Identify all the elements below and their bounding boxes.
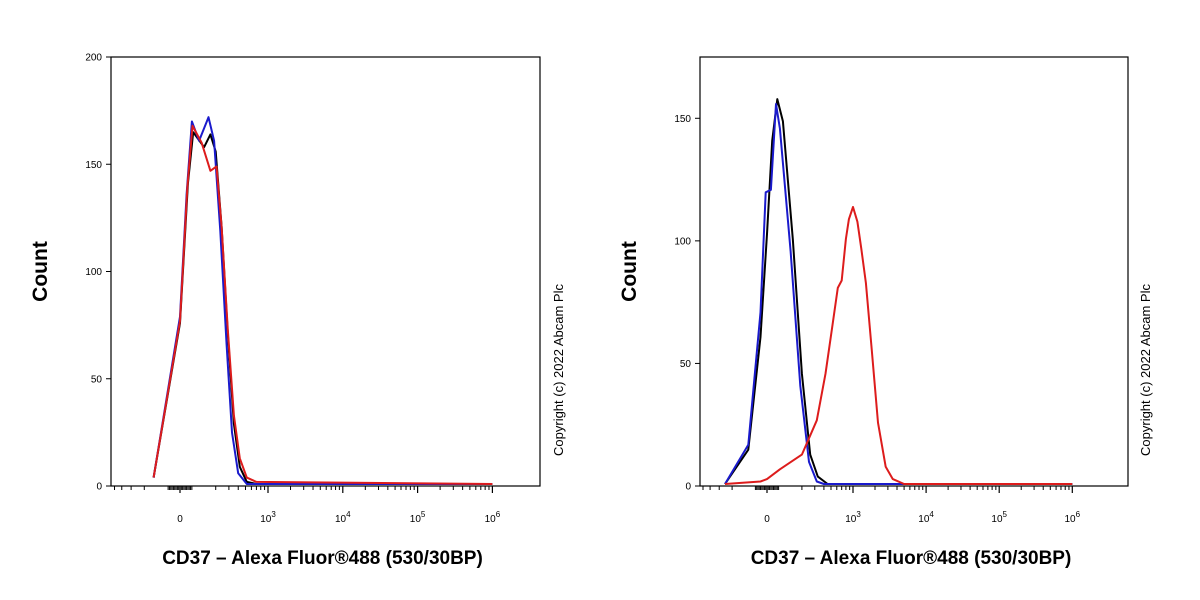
y-tick-label: 50 [680,359,692,370]
x-tick-label: 0 [764,514,770,525]
y-tick-label: 100 [674,236,691,247]
y-tick-label: 100 [85,267,102,278]
plot-frame [699,56,1129,487]
series-line-blue [724,103,1073,485]
series-line-red [724,206,1073,485]
histogram-panel-left: 0 50 100 150 200 0 103 104 105 106 Count CD37 – Ale… [29,53,566,570]
x-tick-label: 106 [485,510,501,525]
y-tick-label: 150 [674,114,691,125]
histogram-panel-right: 0 50 100 150 0 103 104 105 106 Count CD37 – Alexa … [618,56,1153,569]
series-line-black [152,131,493,485]
y-axis-label: Count [29,241,52,302]
y-tick-label: 50 [91,374,103,385]
x-axis-label: CD37 – Alexa Fluor®488 (530/30BP) [751,548,1072,569]
x-tick-label: 104 [918,510,934,525]
series-group [152,116,493,485]
x-axis-label: CD37 – Alexa Fluor®488 (530/30BP) [162,548,483,569]
x-tick-label: 103 [260,510,276,525]
plot-frame [110,56,541,487]
y-axis-label: Count [618,241,641,302]
copyright-text: Copyright (c) 2022 Abcam Plc [551,284,566,456]
copyright-text: Copyright (c) 2022 Abcam Plc [1138,284,1153,456]
x-tick-label: 106 [1065,510,1081,525]
x-tick-label: 105 [991,510,1007,525]
y-tick-label: 200 [85,53,102,64]
y-tick-label: 150 [85,160,102,171]
x-tick-label: 105 [410,510,426,525]
series-line-black [724,98,1073,485]
y-tick-label: 0 [685,482,691,493]
y-tick-label: 0 [96,482,102,493]
x-tick-label: 103 [845,510,861,525]
series-group [724,98,1073,485]
x-tick-label: 0 [177,514,183,525]
x-tick-label: 104 [335,510,351,525]
series-line-red [152,124,493,485]
series-line-blue [152,116,493,485]
